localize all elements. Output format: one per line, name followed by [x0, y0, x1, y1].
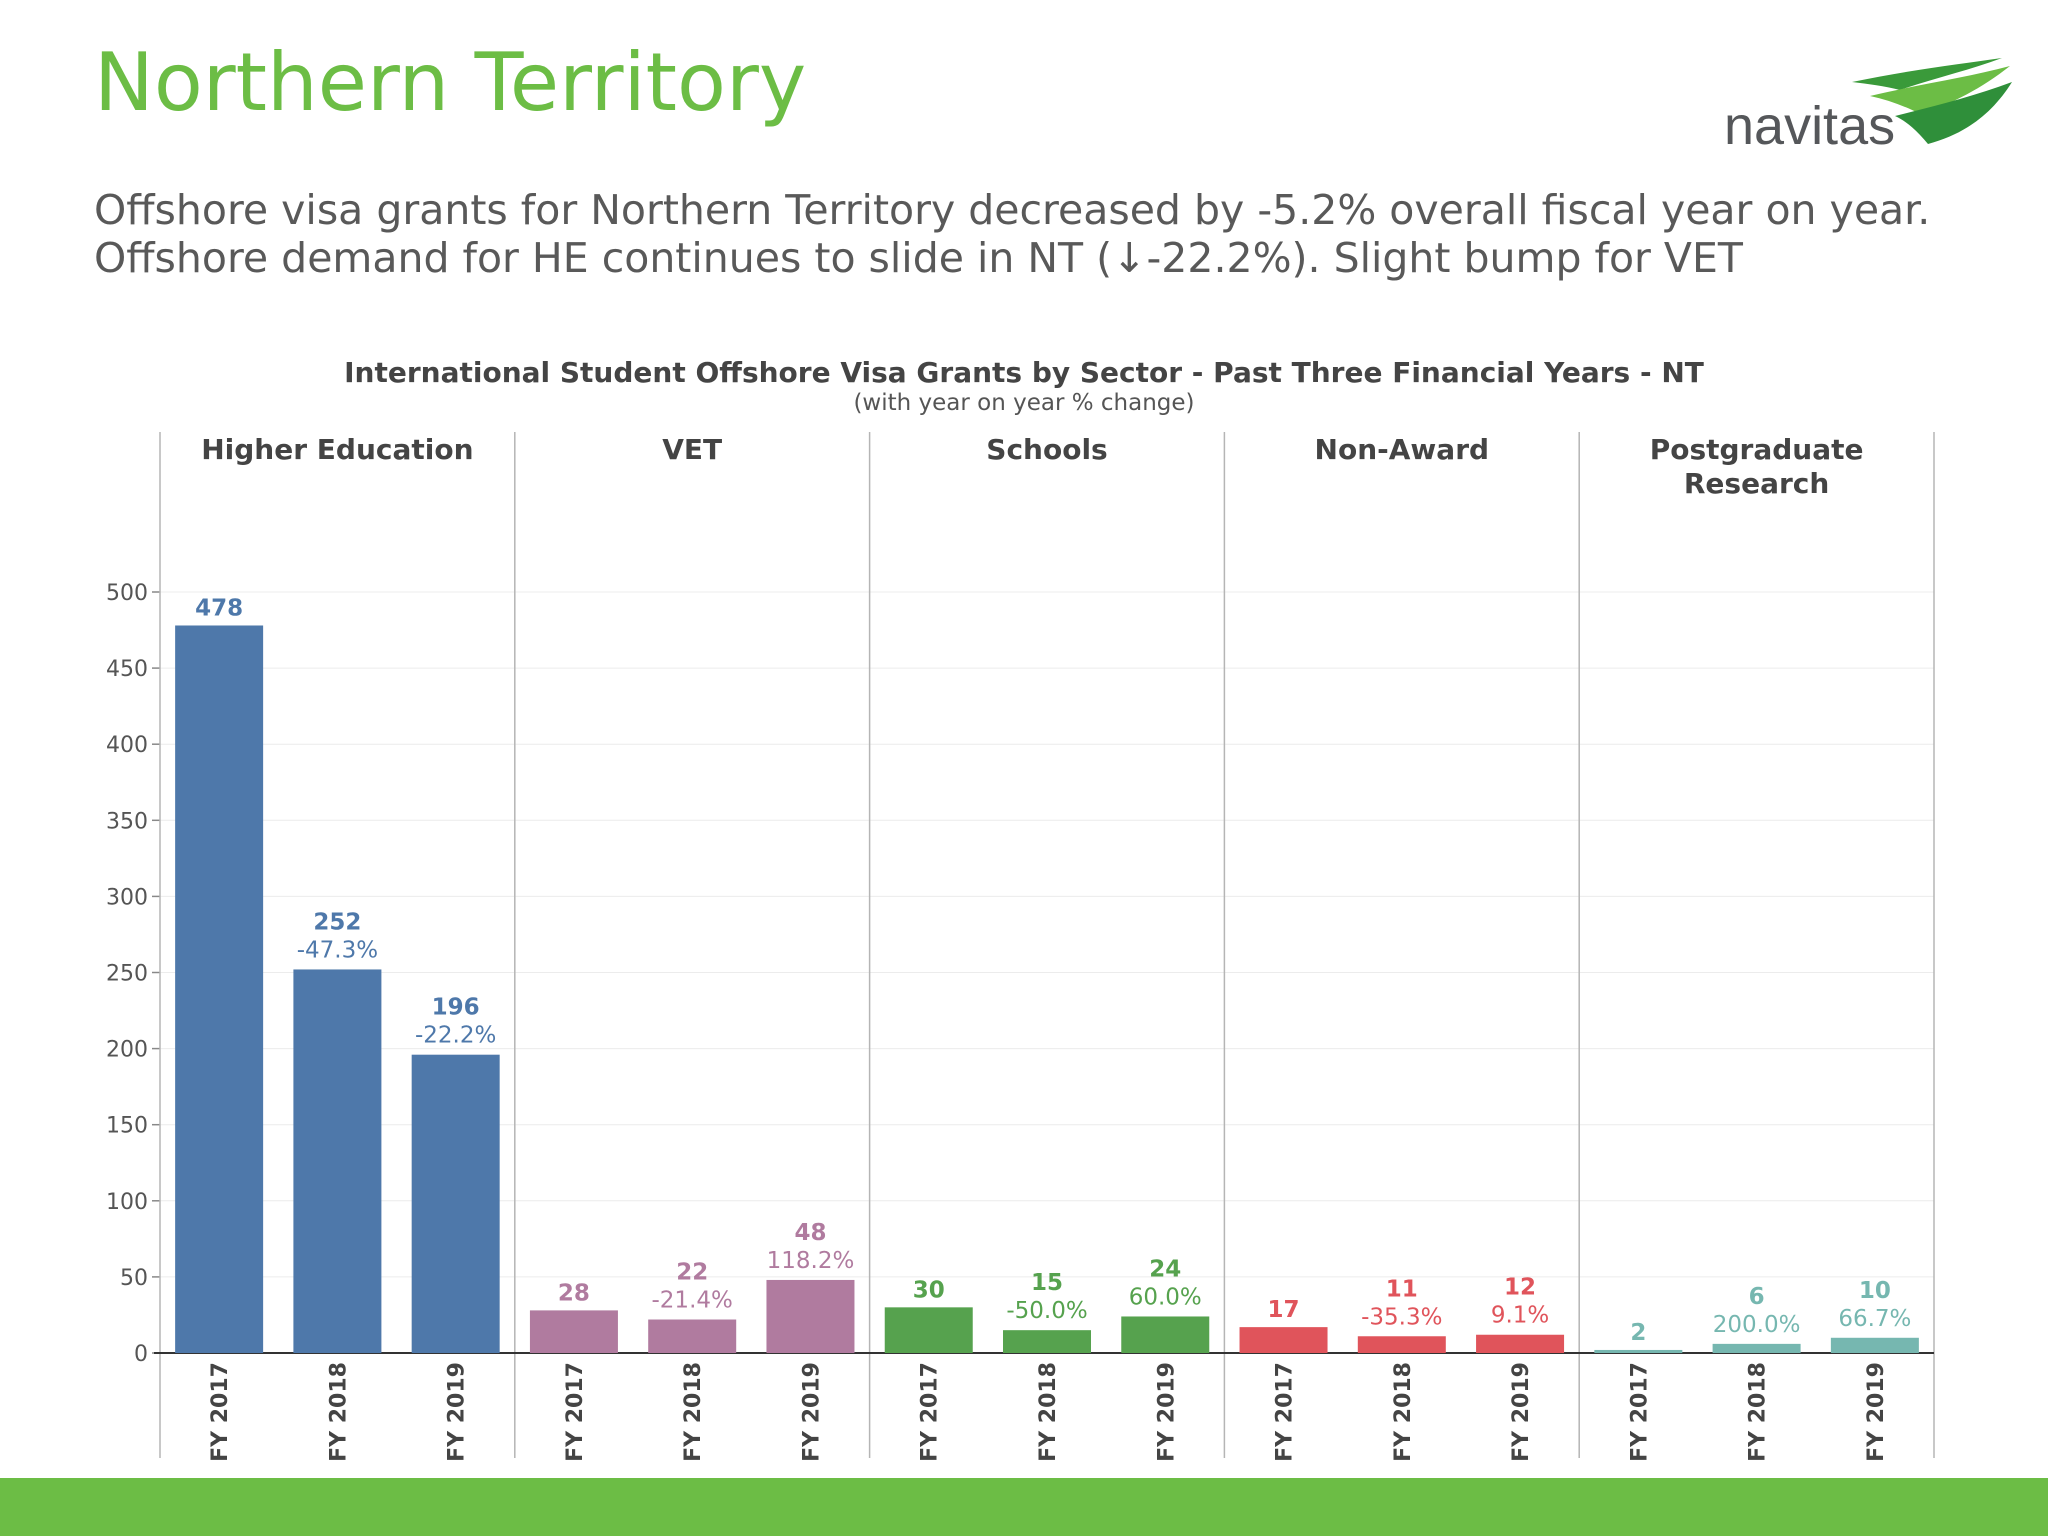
bar [1594, 1349, 1683, 1353]
panel-header: Research [1684, 467, 1829, 500]
bar-value-label: 6 [1749, 1284, 1765, 1310]
navitas-logo: navitas [1724, 58, 2012, 156]
y-tick-label: 450 [106, 657, 148, 682]
slide-title: Northern Territory [94, 36, 807, 129]
bar-value-label: 17 [1268, 1297, 1300, 1323]
x-category-label: FY 2018 [1036, 1362, 1061, 1462]
bar-change-label: 66.7% [1838, 1306, 1911, 1332]
x-category-label: FY 2017 [918, 1362, 943, 1462]
bar [1357, 1336, 1446, 1353]
bar [884, 1307, 973, 1353]
bar-change-label: 9.1% [1491, 1303, 1549, 1329]
y-tick-label: 50 [120, 1266, 148, 1291]
x-category-label: FY 2018 [681, 1362, 706, 1462]
panel-header: Non-Award [1315, 433, 1490, 466]
bar-value-label: 24 [1149, 1256, 1181, 1282]
panel-header: Higher Education [201, 433, 473, 466]
y-tick-label: 500 [106, 581, 148, 606]
x-category-label: FY 2017 [1273, 1362, 1298, 1462]
bar-change-label: -47.3% [297, 937, 378, 963]
bar-value-label: 15 [1031, 1270, 1063, 1296]
bar-value-label: 2 [1630, 1320, 1646, 1346]
bar [175, 625, 264, 1353]
bar-change-label: -21.4% [652, 1288, 733, 1314]
bar [1003, 1330, 1091, 1353]
logo-text: navitas [1724, 96, 1895, 156]
slide-subtitle: Offshore visa grants for Northern Territ… [94, 186, 1994, 282]
x-category-label: FY 2018 [1746, 1362, 1771, 1462]
bar-value-label: 12 [1504, 1275, 1536, 1301]
y-tick-label: 300 [106, 885, 148, 910]
x-category-label: FY 2018 [326, 1362, 351, 1462]
bar [529, 1310, 618, 1353]
y-tick-label: 400 [106, 733, 148, 758]
bar-value-label: 11 [1386, 1276, 1418, 1302]
y-tick-label: 250 [106, 962, 148, 987]
y-tick-label: 0 [134, 1342, 148, 1367]
bar [766, 1279, 855, 1353]
bar-change-label: -50.0% [1006, 1298, 1087, 1324]
footer-bar [0, 1478, 2048, 1536]
bar-value-label: 48 [794, 1220, 826, 1246]
x-category-label: FY 2019 [1509, 1362, 1534, 1462]
x-category-label: FY 2017 [1627, 1362, 1652, 1462]
bar-change-label: 200.0% [1713, 1312, 1801, 1338]
bar-value-label: 28 [558, 1280, 590, 1306]
panel-header: Postgraduate [1650, 433, 1864, 466]
x-category-label: FY 2019 [1864, 1362, 1889, 1462]
x-category-label: FY 2019 [445, 1362, 470, 1462]
chart-subtitle: (with year on year % change) [853, 390, 1195, 416]
bar-change-label: -35.3% [1361, 1304, 1442, 1330]
x-category-label: FY 2019 [1154, 1362, 1179, 1462]
bar [1712, 1343, 1801, 1353]
subtitle-line-2: Offshore demand for HE continues to slid… [94, 234, 1743, 282]
bar-value-label: 196 [432, 995, 480, 1021]
bar-value-label: 10 [1859, 1278, 1891, 1304]
chart-title: International Student Offshore Visa Gran… [344, 356, 1704, 389]
y-tick-label: 150 [106, 1114, 148, 1139]
bar-value-label: 252 [313, 909, 361, 935]
bar-change-label: 118.2% [767, 1248, 855, 1274]
bar [1830, 1337, 1919, 1353]
bar [293, 969, 382, 1353]
subtitle-line-1: Offshore visa grants for Northern Territ… [94, 186, 1931, 234]
bar [1239, 1327, 1328, 1353]
bar [1476, 1334, 1565, 1353]
x-category-label: FY 2019 [799, 1362, 824, 1462]
y-tick-label: 100 [106, 1190, 148, 1215]
bar [411, 1054, 500, 1353]
panel-header: Schools [986, 433, 1107, 466]
panel-header: VET [662, 433, 722, 466]
bar-value-label: 22 [676, 1260, 708, 1286]
y-tick-label: 200 [106, 1038, 148, 1063]
bar [648, 1319, 737, 1353]
bar-value-label: 478 [195, 595, 243, 621]
y-tick-label: 350 [106, 809, 148, 834]
bar-chart: 0 50 100 150 200 250 300 350 400 450 500 Higher Edu… [106, 432, 1935, 1462]
bar-change-label: 60.0% [1129, 1284, 1202, 1310]
x-category-label: FY 2018 [1391, 1362, 1416, 1462]
x-category-label: FY 2017 [208, 1362, 233, 1462]
bar-value-label: 30 [913, 1277, 945, 1303]
logo-swoosh-icon [1852, 58, 2012, 144]
bar-change-label: -22.2% [415, 1023, 496, 1049]
bar [1121, 1316, 1210, 1353]
x-category-label: FY 2017 [563, 1362, 588, 1462]
